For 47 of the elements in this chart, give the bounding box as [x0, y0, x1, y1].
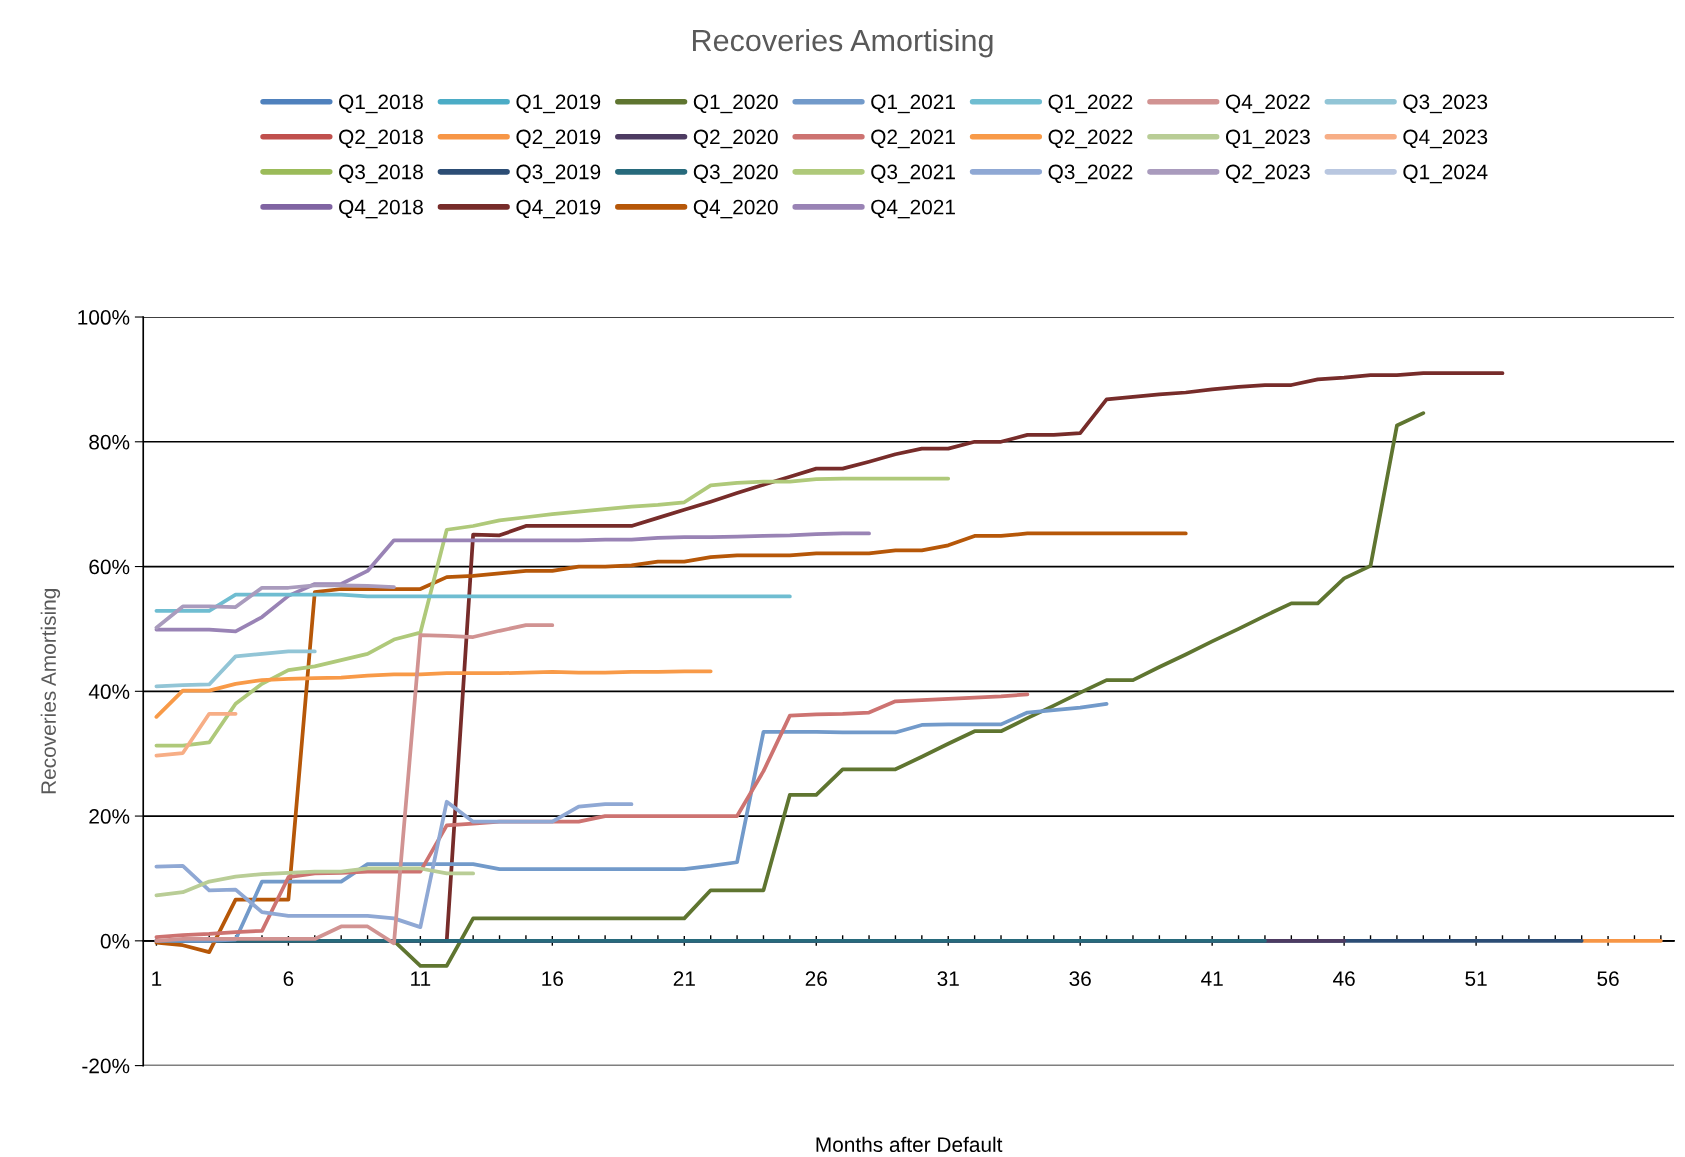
legend-label: Q3_2020 [693, 164, 778, 184]
x-tick-label: 11 [411, 971, 431, 986]
y-tick-label: -20% [82, 1058, 130, 1074]
legend-label: Q2_2020 [693, 129, 778, 149]
legend-label: Q2_2022 [1048, 129, 1133, 149]
legend-label: Q4_2019 [516, 199, 601, 219]
legend-label: Q4_2021 [871, 199, 955, 219]
legend-label: Q3_2019 [516, 164, 601, 184]
chart-title: Recoveries Amortising [693, 28, 993, 58]
legend-label: Q3_2021 [871, 164, 955, 184]
x-tick-label: 1 [152, 971, 162, 986]
x-tick-label: 36 [1069, 971, 1091, 986]
legend-label: Q2_2019 [516, 129, 601, 149]
x-tick-label: 41 [1201, 971, 1223, 986]
x-tick-label: 21 [673, 971, 695, 986]
y-tick-label: 20% [89, 809, 130, 824]
x-tick-label: 46 [1333, 971, 1355, 986]
legend-label: Q1_2020 [693, 94, 778, 114]
legend-label: Q2_2023 [1225, 164, 1310, 184]
x-tick-label: 16 [542, 971, 563, 986]
legend-label: Q4_2018 [339, 199, 423, 219]
legend-label: Q3_2018 [339, 164, 423, 184]
legend-label: Q1_2021 [871, 94, 955, 114]
legend-label: Q2_2021 [871, 129, 955, 149]
x-tick-label: 56 [1597, 971, 1619, 986]
y-tick-label: 0% [100, 933, 130, 949]
x-tick-label: 31 [937, 971, 959, 986]
legend-label: Q3_2023 [1403, 94, 1488, 114]
y-tick-label: 60% [89, 559, 130, 575]
legend-label: Q1_2024 [1403, 164, 1488, 184]
x-axis-title: Months after Default [816, 1136, 1003, 1153]
legend-label: Q1_2023 [1225, 129, 1310, 149]
y-tick-label: 80% [89, 434, 130, 450]
legend-label: Q1_2018 [339, 94, 423, 114]
y-axis-title: Recoveries Amortising [40, 589, 61, 794]
legend-label: Q4_2022 [1225, 94, 1310, 114]
legend-label: Q1_2022 [1048, 94, 1133, 114]
x-tick-label: 6 [283, 971, 294, 986]
legend-label: Q4_2020 [693, 199, 778, 219]
y-tick-label: 100% [78, 310, 130, 325]
legend-label: Q4_2023 [1403, 129, 1488, 149]
legend-label: Q1_2019 [516, 94, 601, 114]
y-tick-label: 40% [88, 684, 130, 700]
legend-label: Q2_2018 [339, 129, 423, 149]
legend-label: Q3_2022 [1048, 164, 1133, 184]
x-tick-label: 51 [1465, 971, 1487, 986]
x-tick-label: 26 [805, 971, 827, 986]
